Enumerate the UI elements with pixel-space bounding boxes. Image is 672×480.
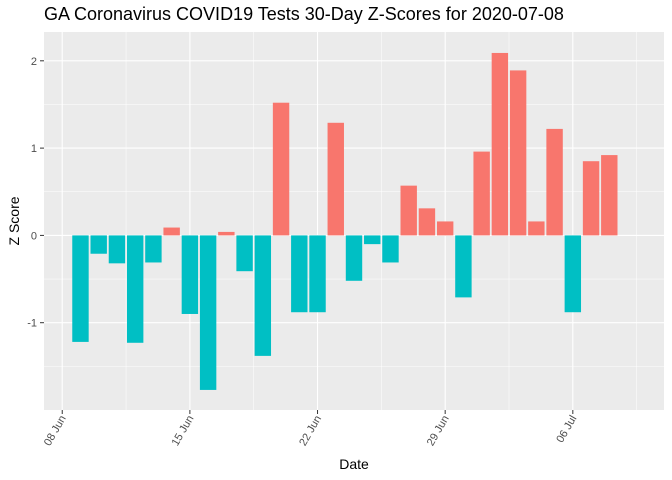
- bar-2020-06-10: [90, 235, 107, 254]
- bar-2020-06-29: [436, 221, 454, 236]
- x-tick-label: 15 Jun: [170, 414, 197, 449]
- bar-2020-06-18: [236, 235, 253, 272]
- bar-2020-06-23: [327, 122, 344, 236]
- bar-2020-07-06: [564, 235, 582, 313]
- y-tick-label: -1: [27, 318, 37, 330]
- y-tick-label: 1: [31, 143, 37, 155]
- x-axis-title: Date: [339, 456, 369, 472]
- x-axis-ticks: 08 Jun 15 Jun 22 Jun 29 Jun 06 Jul: [42, 410, 579, 448]
- bar-2020-06-11: [108, 235, 126, 264]
- bar-2020-06-27: [400, 185, 417, 236]
- bar-2020-06-14: [163, 227, 180, 236]
- x-tick-label: 22 Jun: [297, 414, 324, 449]
- bar-2020-06-13: [145, 235, 162, 263]
- bar-2020-06-20: [272, 102, 290, 236]
- bar-2020-06-17: [218, 231, 235, 236]
- bar-2020-06-22: [309, 235, 326, 313]
- bar-2020-07-08: [601, 155, 618, 236]
- bar-2020-07-01: [473, 151, 490, 236]
- y-tick-label: 0: [31, 230, 37, 242]
- bar-2020-06-09: [72, 235, 89, 342]
- y-tick-label: 2: [31, 56, 37, 68]
- bar-2020-07-07: [582, 161, 600, 236]
- bar-2020-06-21: [291, 235, 308, 313]
- bar-2020-06-19: [254, 235, 272, 356]
- bar-2020-06-12: [126, 235, 144, 343]
- bar-2020-07-03: [509, 70, 527, 236]
- bar-2020-07-02: [491, 52, 509, 236]
- x-tick-label: 06 Jul: [554, 414, 579, 445]
- chart-title: GA Coronavirus COVID19 Tests 30-Day Z-Sc…: [44, 4, 564, 24]
- x-tick-label: 29 Jun: [425, 414, 452, 449]
- bar-2020-06-26: [382, 235, 399, 263]
- y-axis-title: Z Score: [6, 196, 22, 245]
- bar-2020-06-15: [181, 235, 199, 314]
- bar-2020-07-05: [546, 128, 563, 236]
- bar-2020-06-24: [345, 235, 363, 281]
- y-axis-ticks: -1 0 1 2: [27, 56, 44, 330]
- bar-2020-06-28: [418, 208, 436, 236]
- bar-2020-06-30: [455, 235, 472, 298]
- x-tick-label: 08 Jun: [42, 414, 69, 449]
- bar-2020-06-25: [364, 235, 381, 245]
- plot-panel: [44, 32, 664, 410]
- bars-group: [72, 52, 618, 390]
- bar-2020-07-04: [528, 221, 545, 236]
- bar-2020-06-16: [199, 235, 217, 390]
